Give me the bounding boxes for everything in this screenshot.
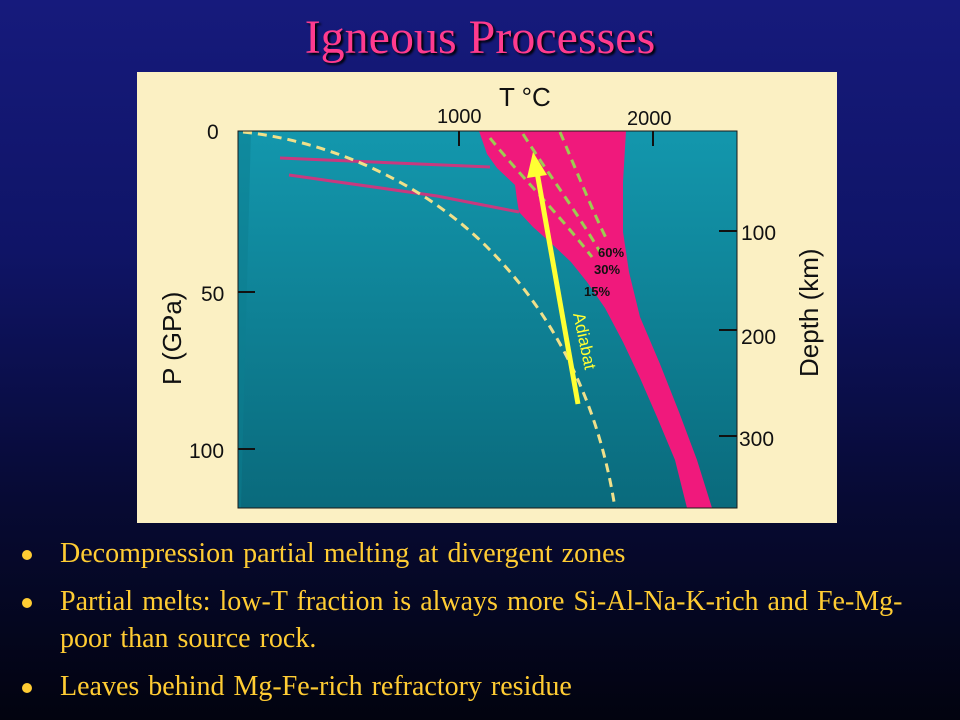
bullet-dot-icon (22, 683, 32, 693)
plot-border (237, 130, 738, 509)
bullet-dot-icon (22, 550, 32, 560)
right-tick-label-200: 200 (741, 326, 776, 349)
phase-diagram: Adiabat 60% 30% 15% 1000 2000 T °C 0 50 … (157, 82, 824, 509)
geotherm-dashed-curve (242, 130, 617, 509)
adiabat-arrow (534, 171, 581, 405)
right-tick-label-100: 100 (741, 222, 776, 245)
bullet-dot-icon (22, 598, 32, 608)
melt-label-30: 30% (594, 262, 620, 277)
melt-contour-30 (521, 133, 602, 253)
left-tick-label-0: 0 (207, 121, 219, 144)
right-tick-label-300: 300 (739, 428, 774, 451)
bullet-item: Leaves behind Mg-Fe-rich refractory resi… (20, 668, 940, 705)
melt-label-60: 60% (598, 245, 624, 260)
adiabat-arrowhead (527, 152, 547, 178)
solid-field (238, 131, 737, 508)
melt-contour-60 (558, 131, 609, 241)
top-tick-label-1000: 1000 (437, 106, 482, 128)
right-axis-title: Depth (km) (794, 248, 824, 377)
left-tick-label-100: 100 (189, 440, 224, 463)
melt-contour-15 (488, 137, 594, 258)
solidus-line-lower (288, 173, 520, 214)
left-tick-label-50: 50 (201, 283, 224, 306)
bullet-text: Partial melts: low-T fraction is always … (60, 586, 903, 654)
left-axis-title: P (GPa) (157, 292, 187, 385)
bullet-text: Leaves behind Mg-Fe-rich refractory resi… (60, 671, 572, 702)
bullet-item: Decompression partial melting at diverge… (20, 535, 940, 572)
top-axis-title: T °C (499, 82, 551, 112)
top-tick-label-2000: 2000 (627, 108, 672, 130)
bullet-item: Partial melts: low-T fraction is always … (20, 583, 940, 657)
phase-diagram-panel: Adiabat 60% 30% 15% 1000 2000 T °C 0 50 … (137, 72, 837, 523)
bullet-list: Decompression partial melting at diverge… (20, 535, 940, 716)
slide-title: Igneous Processes (304, 11, 656, 64)
melt-label-15: 15% (584, 284, 610, 299)
bullet-text: Decompression partial melting at diverge… (60, 538, 626, 569)
melt-field (479, 131, 712, 508)
solidus-line-upper (279, 156, 491, 169)
